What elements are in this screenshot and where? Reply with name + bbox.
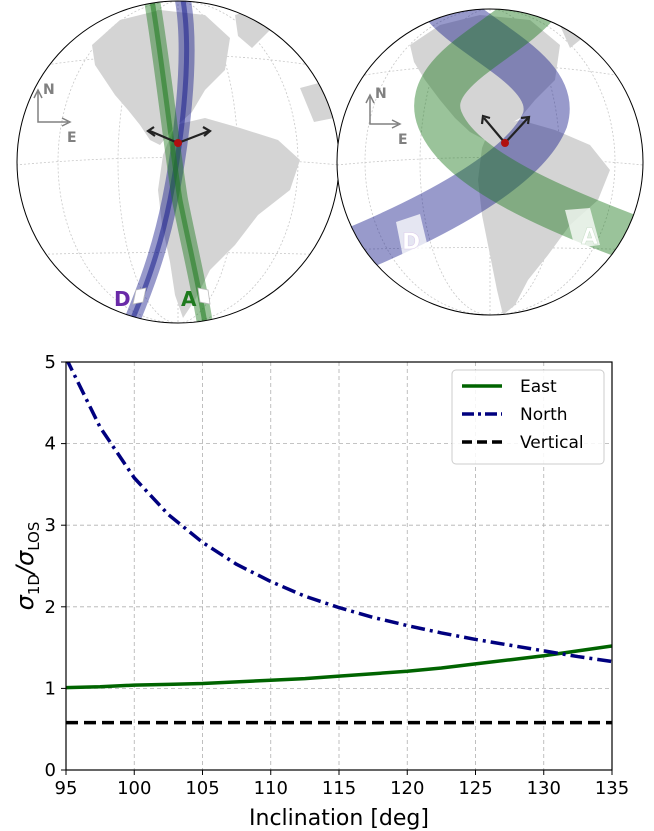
x-tick-label: 130 <box>527 778 561 799</box>
y-tick-label: 2 <box>45 597 56 618</box>
legend-box <box>451 369 605 465</box>
track-label-A-left: A <box>181 287 197 311</box>
y-tick-label: 0 <box>45 760 56 781</box>
landmass <box>410 10 610 315</box>
compass-north-label: N <box>43 82 55 98</box>
x-tick-label: 120 <box>390 778 424 799</box>
series-layer <box>66 362 612 725</box>
x-tick-label: 115 <box>322 778 356 799</box>
y-axis-label: σ1D/σLOS <box>11 522 43 611</box>
station-marker <box>174 139 182 147</box>
look-vectors-left <box>146 126 212 145</box>
x-ticks: 95 100 105 110 115 120 125 130 135 <box>55 770 629 799</box>
compass-east-label: E <box>398 132 408 148</box>
compass-right <box>365 93 402 129</box>
x-tick-label: 125 <box>458 778 492 799</box>
track-direction-arrows-right <box>396 208 600 262</box>
look-vectors-right <box>480 114 531 144</box>
globe-left: N E D A <box>16 0 340 324</box>
line-chart: 95 100 105 110 115 120 125 130 135 0 1 2 3 4 5 Inclin… <box>11 352 629 831</box>
x-tick-label: 110 <box>254 778 288 799</box>
series-line-east <box>66 644 612 690</box>
y-ticks: 0 1 2 3 4 5 <box>45 352 66 781</box>
compass-north-label: N <box>375 86 387 102</box>
legend-label-north: North <box>520 405 568 425</box>
y-tick-label: 5 <box>45 352 56 373</box>
y-tick-label: 4 <box>45 434 56 455</box>
compass-east-label: E <box>67 130 77 146</box>
y-tick-label: 3 <box>45 515 56 536</box>
y-tick-label: 1 <box>45 678 56 699</box>
station-marker <box>501 139 509 147</box>
x-tick-label: 100 <box>117 778 151 799</box>
legend: East North Vertical <box>451 369 605 465</box>
track-direction-arrows-left <box>132 287 211 305</box>
globe-right: N E D A <box>336 8 644 316</box>
x-tick-label: 95 <box>55 778 78 799</box>
compass-left <box>33 88 72 127</box>
x-tick-label: 105 <box>185 778 219 799</box>
legend-label-vertical: Vertical <box>520 433 584 453</box>
track-label-D-left: D <box>114 287 131 311</box>
legend-label-east: East <box>520 377 557 397</box>
x-tick-label: 135 <box>595 778 629 799</box>
series-line-north <box>66 362 612 664</box>
x-axis-label: Inclination [deg] <box>249 806 429 831</box>
